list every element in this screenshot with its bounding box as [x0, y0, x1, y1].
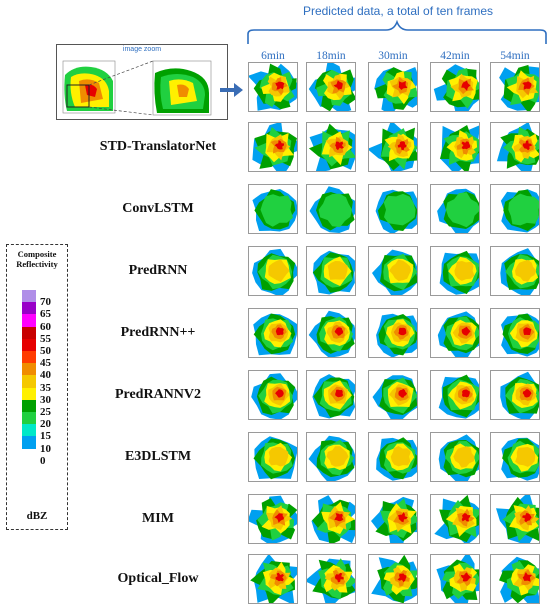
prediction-tile [490, 370, 540, 420]
prediction-tile [306, 246, 356, 296]
prediction-tile [490, 494, 540, 544]
legend-tick-label: 10 [40, 442, 51, 455]
legend-unit: dBZ [26, 510, 48, 522]
legend-swatch [22, 412, 36, 425]
prediction-tile [430, 308, 480, 358]
time-label-54min: 54min [500, 50, 530, 62]
prediction-tile [306, 62, 356, 112]
legend-swatch [22, 290, 36, 303]
legend-swatch [22, 302, 36, 315]
prediction-tile [368, 554, 418, 604]
legend-tick-label: 35 [40, 381, 51, 394]
legend-swatch [22, 375, 36, 388]
prediction-tile [430, 246, 480, 296]
prediction-tile [248, 246, 298, 296]
time-label-6min: 6min [261, 50, 285, 62]
legend [6, 244, 68, 530]
legend-tick-label: 40 [40, 369, 51, 382]
prediction-tile [490, 184, 540, 234]
legend-tick-label: 60 [40, 320, 51, 333]
legend-tick-label: 45 [40, 357, 51, 370]
prediction-tile [430, 432, 480, 482]
prediction-tile [306, 122, 356, 172]
header-brace [247, 20, 547, 44]
legend-swatch [22, 314, 36, 327]
legend-tick-label: 50 [40, 345, 51, 357]
prediction-tile [368, 370, 418, 420]
prediction-tile [306, 308, 356, 358]
model-label-predrannv2: PredRANNV2 [114, 387, 202, 402]
prediction-tile [248, 494, 298, 544]
prediction-tile [306, 370, 356, 420]
model-label-e3dlstm: E3DLSTM [124, 449, 192, 464]
zoom-detail-map [152, 60, 212, 116]
prediction-tile [368, 308, 418, 358]
prediction-tile [248, 184, 298, 234]
model-label-std-translatornet: STD-TranslatorNet [99, 139, 217, 154]
prediction-tile [368, 122, 418, 172]
legend-tick-label: 30 [40, 393, 51, 406]
legend-tick-label: 70 [40, 296, 51, 309]
prediction-tile [368, 184, 418, 234]
model-label-predrnn-: PredRNN++ [120, 325, 196, 340]
prediction-tile [248, 554, 298, 604]
legend-title-line1: Composite [17, 249, 57, 259]
prediction-tile [248, 432, 298, 482]
prediction-tile [248, 122, 298, 172]
legend-title-line2: Reflectivity [16, 259, 58, 269]
legend-swatch [22, 338, 36, 351]
prediction-tile [430, 494, 480, 544]
header-title: Predicted data, a total of ten frames [302, 4, 494, 18]
model-label-optical-flow: Optical_Flow [117, 571, 199, 586]
legend-title: Composite Reflectivity [6, 249, 68, 269]
prediction-tile [490, 432, 540, 482]
prediction-tile [306, 554, 356, 604]
legend-tick-label: 15 [40, 430, 51, 443]
legend-tick-label: 55 [40, 332, 51, 345]
legend-swatch [22, 424, 36, 437]
prediction-tile [430, 554, 480, 604]
prediction-tile [490, 246, 540, 296]
legend-tick-label: 65 [40, 308, 51, 321]
prediction-tile [368, 246, 418, 296]
prediction-tile [430, 184, 480, 234]
prediction-tile [306, 184, 356, 234]
legend-tick-label: 20 [40, 418, 51, 431]
prediction-tile [490, 308, 540, 358]
prediction-tile [430, 370, 480, 420]
model-label-convlstm: ConvLSTM [122, 201, 194, 216]
legend-swatch [22, 351, 36, 364]
legend-swatch [22, 436, 36, 449]
zoom-source-map [62, 60, 116, 114]
prediction-tile [430, 122, 480, 172]
prediction-tile [368, 62, 418, 112]
prediction-tile [368, 494, 418, 544]
legend-swatch [22, 399, 36, 412]
prediction-tile [248, 62, 298, 112]
prediction-tile [430, 62, 480, 112]
prediction-tile [306, 494, 356, 544]
zoom-inset [56, 44, 228, 120]
prediction-tile [248, 308, 298, 358]
prediction-tile [368, 432, 418, 482]
legend-swatch [22, 326, 36, 339]
legend-tick-label: 25 [40, 406, 51, 418]
time-label-30min: 30min [378, 50, 408, 62]
prediction-tile [248, 370, 298, 420]
time-label-18min: 18min [316, 50, 346, 62]
prediction-tile [490, 122, 540, 172]
legend-swatch [22, 363, 36, 376]
legend-swatch [22, 387, 36, 400]
prediction-tile [306, 432, 356, 482]
time-label-42min: 42min [440, 50, 470, 62]
prediction-tile [490, 554, 540, 604]
zoom-label: image zoom [122, 46, 162, 53]
prediction-tile [490, 62, 540, 112]
legend-tick-label: 0 [40, 454, 46, 467]
legend-swatch [22, 448, 36, 461]
model-label-predrnn: PredRNN [128, 263, 188, 278]
model-label-mim: MIM [142, 511, 174, 526]
right-arrow-icon [220, 83, 243, 97]
